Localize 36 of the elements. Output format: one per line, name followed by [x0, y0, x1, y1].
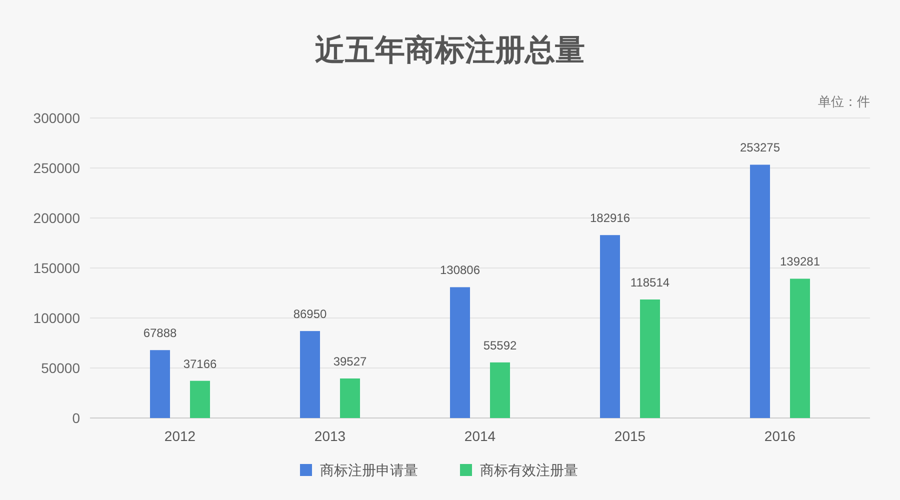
x-tick-label: 2012	[164, 428, 196, 444]
bar	[150, 350, 170, 418]
bar	[450, 287, 470, 418]
data-label: 130806	[440, 263, 480, 278]
x-tick-label: 2014	[464, 428, 496, 444]
data-label: 139281	[780, 254, 820, 269]
data-label: 55592	[483, 338, 518, 352]
chart-title: 近五年商标注册总量	[315, 33, 585, 67]
y-tick-label: 300000	[33, 110, 80, 126]
data-label: 67888	[143, 326, 178, 340]
bar	[750, 164, 770, 418]
bar	[190, 380, 210, 418]
x-tick-label: 2016	[764, 428, 796, 444]
bar	[340, 378, 360, 418]
y-tick-label: 100000	[33, 310, 80, 326]
data-label: 253275	[740, 140, 780, 155]
legend-label: 商标有效注册量	[480, 462, 578, 478]
data-label: 37166	[183, 356, 218, 371]
bar	[300, 331, 320, 418]
y-tick-label: 50000	[41, 360, 80, 376]
bar	[790, 278, 810, 418]
legend-label: 商标注册申请量	[320, 462, 418, 478]
y-tick-label: 200000	[33, 210, 80, 226]
data-label: 86950	[293, 307, 328, 322]
x-tick-label: 2013	[314, 428, 346, 444]
x-tick-label: 2015	[614, 428, 646, 444]
data-label: 182916	[590, 211, 630, 226]
text: 单位：件	[818, 94, 870, 109]
y-tick-label: 250000	[33, 160, 80, 176]
bar	[490, 362, 510, 418]
data-label: 118514	[630, 275, 670, 290]
y-tick-label: 0	[72, 410, 80, 426]
y-tick-label: 150000	[33, 260, 80, 276]
bar	[600, 235, 620, 418]
bar	[640, 299, 660, 418]
data-label: 39527	[333, 354, 368, 368]
